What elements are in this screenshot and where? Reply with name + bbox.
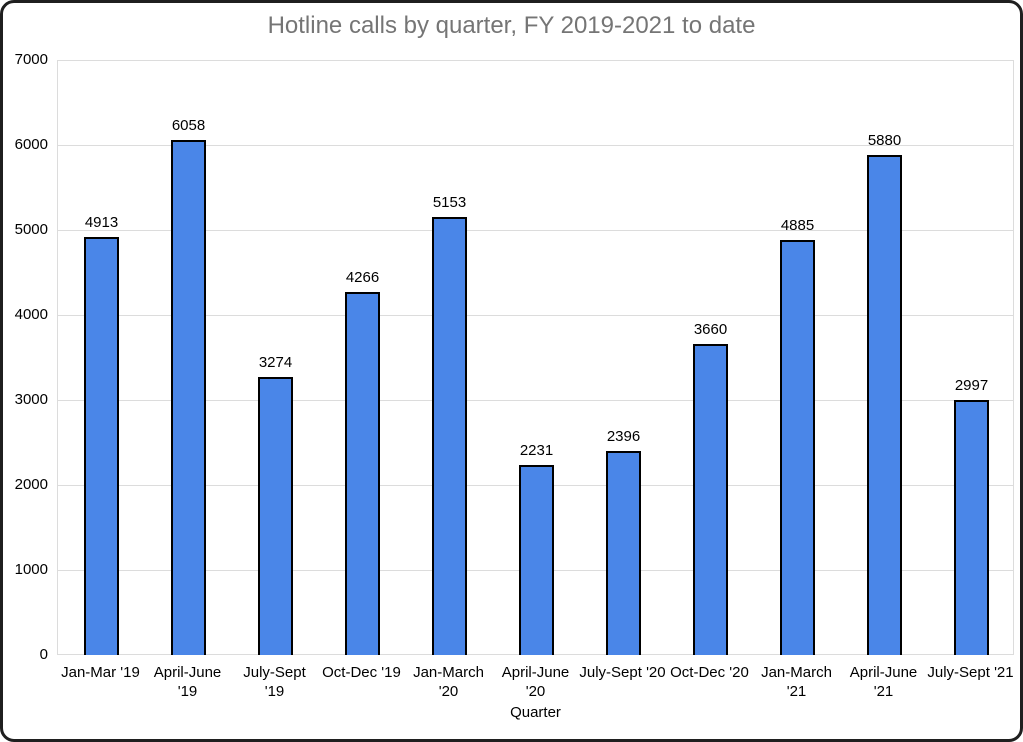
- x-tick-line: July-Sept: [243, 664, 306, 681]
- x-tick-line: '19: [177, 683, 198, 700]
- plot-area: 4913 6058 3274 4266 5153 2231 2396 3660 4885 5880…: [57, 60, 1014, 655]
- value-label-5153: 5153: [432, 194, 467, 211]
- x-tick-line: '19: [264, 683, 285, 700]
- x-tick-line: April-June: [153, 664, 222, 681]
- bar-July-Sept '20: [606, 451, 641, 655]
- gridline-3000: [58, 400, 1013, 401]
- y-tick-label-7000: 7000: [14, 51, 48, 68]
- value-label-2396: 2396: [606, 428, 641, 446]
- x-tick-line: April-June: [849, 664, 918, 681]
- x-tick-line: July-Sept '21: [927, 664, 1014, 681]
- x-tick-line: Jan-March: [761, 664, 832, 681]
- x-tick-line: Oct-Dec '20: [670, 664, 749, 681]
- x-tick-line: Oct-Dec '19: [322, 664, 401, 681]
- value-label-3274: 3274: [258, 353, 293, 371]
- x-tick-label-July-Sept '21: July-Sept '21: [927, 663, 1014, 682]
- value-label-4885: 4885: [780, 216, 815, 234]
- bar-April-June '21: [867, 155, 902, 655]
- x-tick-line: '21: [873, 683, 894, 700]
- x-tick-line: '21: [786, 683, 807, 700]
- bar-Jan-Mar '19: [84, 237, 119, 655]
- bar-April-June '19: [171, 140, 206, 655]
- bar-Oct-Dec '19: [345, 292, 380, 655]
- y-tick-label-5000: 5000: [14, 221, 48, 238]
- bar-Jan-March '20: [432, 217, 467, 655]
- x-tick-label-April-June '21: April-June '21: [840, 663, 927, 701]
- y-tick-label-4000: 4000: [14, 306, 48, 323]
- gridline-6000: [58, 145, 1013, 146]
- value-label-4266: 4266: [345, 269, 380, 287]
- x-tick-label-Jan-Mar '19: Jan-Mar '19: [57, 663, 144, 682]
- chart-title: Hotline calls by quarter, FY 2019-2021 t…: [267, 12, 756, 39]
- x-tick-label-Jan-March '20: Jan-March '20: [405, 663, 492, 701]
- y-tick-label-3000: 3000: [14, 391, 48, 408]
- gridline-7000: [58, 60, 1013, 61]
- value-label-6058: 6058: [171, 117, 206, 135]
- x-tick-line: Jan-Mar '19: [61, 664, 140, 681]
- bar-July-Sept '19: [258, 376, 293, 655]
- gridline-4000: [58, 315, 1013, 316]
- x-tick-line: '20: [525, 683, 546, 700]
- bar-Oct-Dec '20: [693, 343, 728, 655]
- x-tick-label-July-Sept '20: July-Sept '20: [579, 663, 666, 682]
- bar-April-June '20: [519, 465, 554, 655]
- x-tick-label-Jan-March '21: Jan-March '21: [753, 663, 840, 701]
- x-tick-line: April-June: [501, 664, 570, 681]
- bar-Jan-March '21: [780, 239, 815, 655]
- value-label-4913: 4913: [84, 214, 119, 232]
- value-label-2997: 2997: [954, 377, 989, 395]
- gridline-5000: [58, 230, 1013, 231]
- bar-July-Sept '21: [954, 400, 989, 655]
- x-tick-label-July-Sept '19: July-Sept '19: [231, 663, 318, 701]
- x-tick-label-April-June '20: April-June '20: [492, 663, 579, 701]
- y-tick-label-1000: 1000: [14, 561, 48, 578]
- x-tick-line: Jan-March: [413, 664, 484, 681]
- x-tick-label-April-June '19: April-June '19: [144, 663, 231, 701]
- x-tick-label-Oct-Dec '20: Oct-Dec '20: [666, 663, 753, 682]
- y-tick-label-0: 0: [39, 646, 48, 663]
- x-tick-line: '20: [438, 683, 459, 700]
- x-axis-title: Quarter: [510, 704, 561, 721]
- value-label-5880: 5880: [867, 132, 902, 150]
- x-tick-line: July-Sept '20: [579, 664, 666, 681]
- x-tick-label-Oct-Dec '19: Oct-Dec '19: [318, 663, 405, 682]
- value-label-3660: 3660: [693, 320, 728, 338]
- value-label-2231: 2231: [519, 442, 554, 460]
- y-tick-label-6000: 6000: [14, 136, 48, 153]
- y-tick-label-2000: 2000: [14, 476, 48, 493]
